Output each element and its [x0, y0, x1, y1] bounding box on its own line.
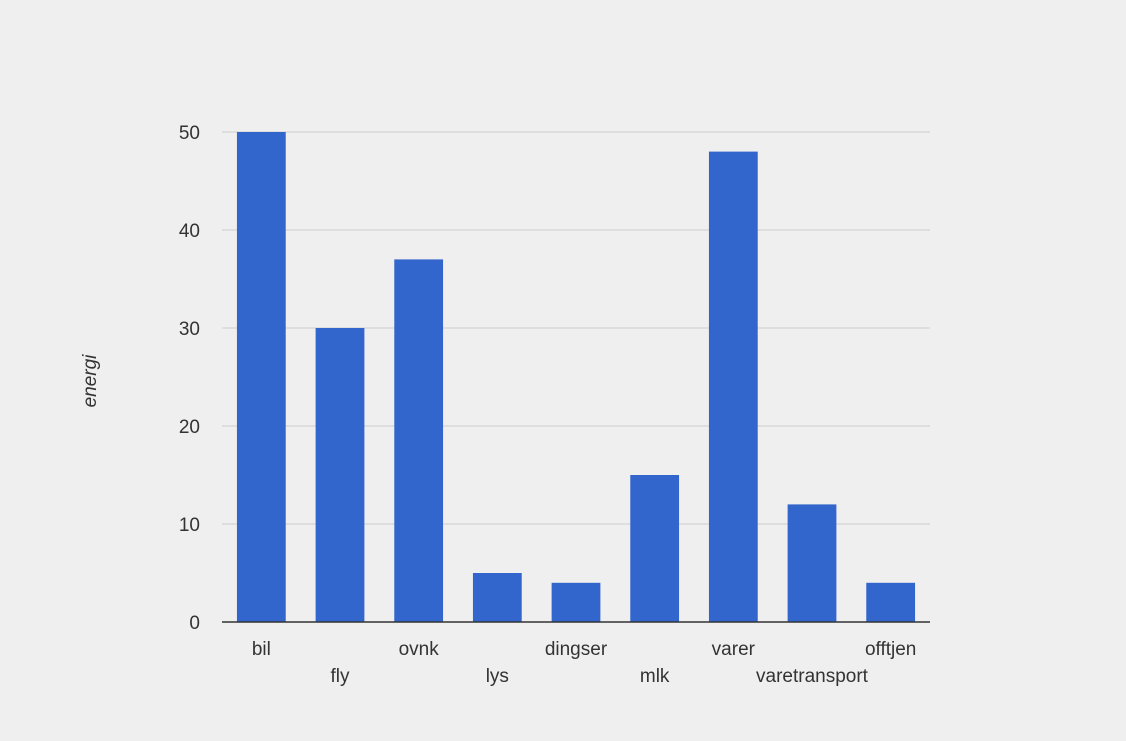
bars	[236, 132, 916, 622]
x-tick-label: mlk	[640, 666, 670, 687]
bar-lys	[472, 573, 522, 622]
bar-varetransport	[787, 504, 837, 622]
x-tick-label: varer	[712, 639, 756, 660]
x-tick-label: bil	[252, 639, 271, 660]
y-tick-label: 40	[179, 221, 200, 242]
x-tick-label: varetransport	[756, 666, 869, 687]
y-tick-label: 30	[179, 319, 200, 340]
y-tick-label: 10	[179, 515, 200, 536]
bar-ovnk	[394, 259, 444, 622]
bar-dingser	[551, 582, 601, 622]
bar-varer	[708, 151, 758, 622]
x-tick-label: ovnk	[399, 639, 440, 660]
bar-fly	[315, 328, 365, 622]
y-tick-label: 20	[179, 417, 200, 438]
y-tick-label: 50	[179, 123, 200, 144]
bar-bil	[236, 132, 286, 622]
y-tick-labels: 0 10 20 30 40 50	[179, 123, 200, 634]
bar-mlk	[630, 475, 680, 622]
x-tick-label: dingser	[545, 639, 608, 660]
x-tick-label: fly	[331, 666, 351, 687]
bar-offtjen	[866, 582, 916, 622]
y-axis-title: energi	[80, 354, 101, 408]
y-tick-label: 0	[189, 613, 200, 634]
x-tick-labels: bil fly ovnk lys dingser mlk varervaretranspor…	[252, 639, 917, 687]
x-tick-label: offtjen	[865, 639, 916, 660]
x-tick-label: lys	[486, 666, 509, 687]
